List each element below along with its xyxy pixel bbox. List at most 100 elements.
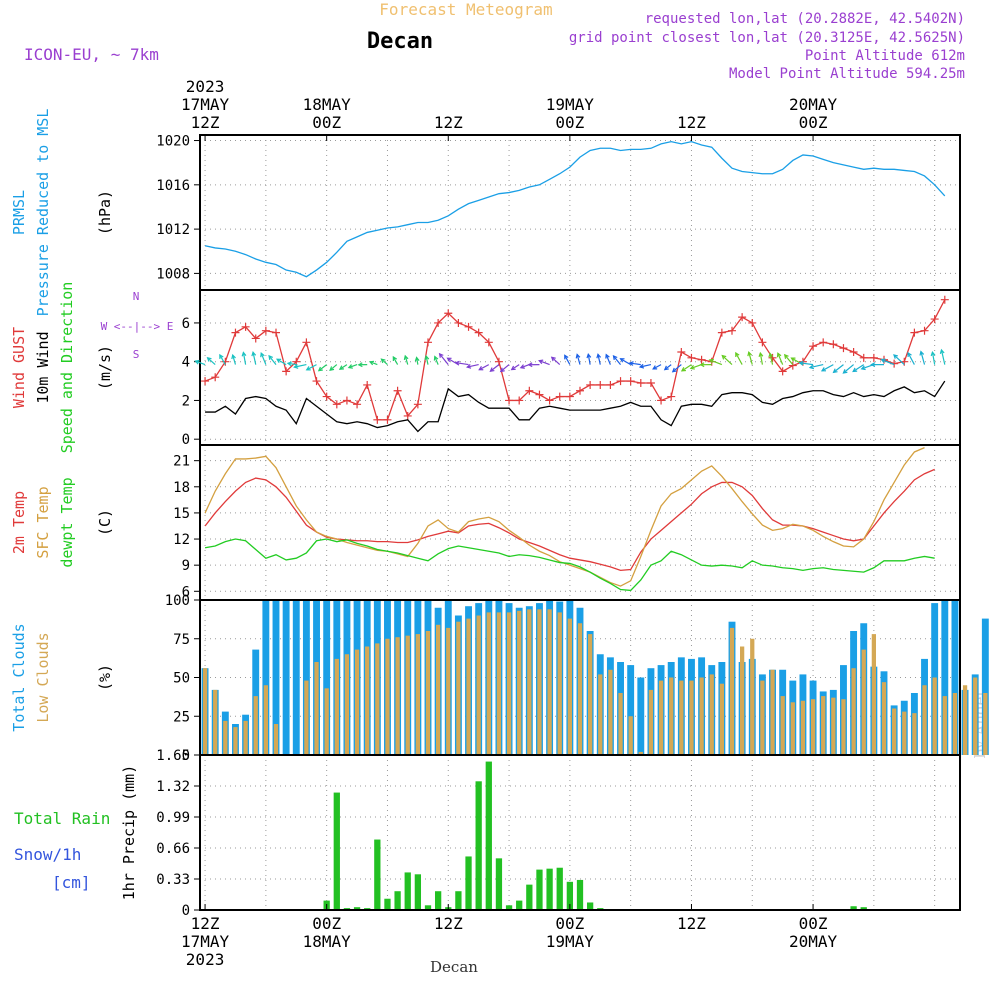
y-tick-label: 0 <box>182 432 190 448</box>
rain-bar <box>587 902 593 910</box>
gust-point <box>231 329 239 337</box>
rain-bar <box>536 870 542 910</box>
rain-bar <box>374 840 380 910</box>
compass-north: N <box>133 290 140 303</box>
low-cloud-bar <box>912 713 916 755</box>
chart-title: Forecast Meteogram <box>379 0 552 19</box>
gust-point <box>758 338 766 346</box>
low-cloud-bar <box>537 609 541 755</box>
compass-south: S <box>133 348 140 361</box>
y-tick-label: 0.33 <box>156 872 190 888</box>
low-cloud-bar <box>801 701 805 755</box>
gust-point <box>748 319 756 327</box>
series-line-wind-gust <box>205 300 945 420</box>
precip-legend-label: [cm] <box>52 873 91 892</box>
location-title: Decan <box>367 29 433 54</box>
wind-arrow <box>440 354 449 365</box>
time-axis-bottom-label: 20MAY <box>789 932 838 951</box>
panel-frame <box>200 445 960 600</box>
low-cloud-bar <box>477 616 481 756</box>
low-cloud-bar <box>608 670 612 755</box>
gust-point <box>546 396 554 404</box>
rain-bar <box>415 874 421 910</box>
gust-point <box>556 393 564 401</box>
low-cloud-bar <box>710 674 714 755</box>
series-line-pressure <box>205 142 945 277</box>
gust-point <box>465 323 473 331</box>
gust-point <box>829 340 837 348</box>
low-cloud-bar <box>385 639 389 755</box>
low-cloud-bar <box>740 647 744 756</box>
low-cloud-bar <box>933 678 937 756</box>
gust-point <box>535 391 543 399</box>
panel-frame <box>200 135 960 290</box>
gust-point <box>495 358 503 366</box>
gust-point <box>424 338 432 346</box>
wind-arrow <box>843 365 853 373</box>
low-cloud-bar <box>699 678 703 756</box>
footer-location: Decan <box>430 958 478 976</box>
gust-point <box>576 387 584 395</box>
low-cloud-bar <box>233 727 237 755</box>
rain-bar <box>455 891 461 910</box>
low-cloud-bar <box>770 670 774 755</box>
low-cloud-bar <box>618 693 622 755</box>
gust-point <box>839 344 847 352</box>
low-cloud-bar <box>882 682 886 755</box>
time-axis-bottom-label: 00Z <box>555 914 584 933</box>
y-tick-label: 1012 <box>156 222 190 238</box>
low-cloud-bar <box>902 712 906 755</box>
gust-point <box>606 381 614 389</box>
low-cloud-bar <box>254 696 258 755</box>
y-tick-label: 25 <box>173 709 190 725</box>
time-axis-top-label: 00Z <box>312 113 341 132</box>
gust-point <box>657 396 665 404</box>
gust-point <box>718 329 726 337</box>
gust-point <box>201 377 209 385</box>
gust-point <box>850 348 858 356</box>
low-cloud-bar <box>446 628 450 755</box>
rain-bar <box>557 868 563 910</box>
total-cloud-bar <box>293 600 300 755</box>
series-line-sfc-temp <box>205 448 924 586</box>
time-axis-bottom-label: 2023 <box>186 950 225 969</box>
low-cloud-bar <box>689 681 693 755</box>
low-cloud-bar <box>264 685 268 755</box>
y-tick-label: 9 <box>182 558 190 574</box>
wind-arrow <box>834 365 844 373</box>
time-axis-bottom-label: 12Z <box>434 914 463 933</box>
gust-point <box>353 400 361 408</box>
gust-point <box>302 338 310 346</box>
low-cloud-bar <box>862 650 866 755</box>
low-cloud-bar <box>395 637 399 755</box>
low-cloud-bar <box>325 688 329 755</box>
y-tick-label: 1016 <box>156 178 190 194</box>
gust-point <box>566 393 574 401</box>
panel-label: Total Clouds <box>10 623 28 731</box>
time-axis-top-label: 18MAY <box>303 95 352 114</box>
low-cloud-bar <box>335 659 339 755</box>
low-cloud-bar <box>943 696 947 755</box>
unit-label: (C) <box>96 509 114 536</box>
time-axis-top-label: 19MAY <box>546 95 595 114</box>
time-axis-top-label: 00Z <box>555 113 584 132</box>
precip-legend-label: Snow/1h <box>14 845 81 864</box>
low-cloud-bar <box>426 631 430 755</box>
low-cloud-bar <box>892 709 896 756</box>
panel-label: PRMSL <box>10 190 28 235</box>
low-cloud-bar <box>304 681 308 755</box>
y-tick-label: 21 <box>173 454 190 470</box>
y-tick-label: 2 <box>182 393 190 409</box>
gust-point <box>637 379 645 387</box>
gust-point <box>394 387 402 395</box>
low-cloud-bar <box>760 681 764 755</box>
time-axis-top-label: 12Z <box>434 113 463 132</box>
gust-point <box>870 354 878 362</box>
gust-point <box>617 377 625 385</box>
gust-point <box>667 393 675 401</box>
